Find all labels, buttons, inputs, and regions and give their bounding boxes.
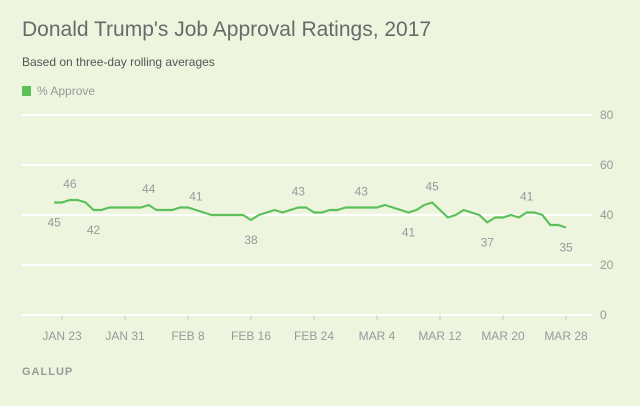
x-tick-label: MAR 12 xyxy=(418,329,462,343)
x-tick-label: MAR 28 xyxy=(544,329,588,343)
data-label: 42 xyxy=(87,223,101,237)
x-tick-label: JAN 31 xyxy=(105,329,145,343)
source-label: GALLUP xyxy=(22,366,74,378)
chart-subtitle: Based on three-day rolling averages xyxy=(22,55,215,69)
y-tick-label: 60 xyxy=(600,158,614,172)
data-label: 41 xyxy=(189,190,203,204)
x-tick-label: FEB 24 xyxy=(294,329,334,343)
data-label: 38 xyxy=(244,233,258,247)
y-tick-label: 20 xyxy=(600,258,614,272)
data-label: 43 xyxy=(355,185,369,199)
x-tick-label: MAR 4 xyxy=(359,329,396,343)
x-tick-label: MAR 20 xyxy=(481,329,525,343)
legend-swatch xyxy=(22,86,31,96)
data-label: 41 xyxy=(520,190,534,204)
chart-title: Donald Trump's Job Approval Ratings, 201… xyxy=(22,18,432,41)
legend: % Approve xyxy=(22,84,95,98)
data-label: 44 xyxy=(142,182,156,196)
x-tick-label: JAN 23 xyxy=(42,329,82,343)
y-tick-label: 80 xyxy=(600,108,614,122)
data-label: 45 xyxy=(47,216,61,230)
y-tick-label: 40 xyxy=(600,208,614,222)
y-tick-label: 0 xyxy=(600,308,607,322)
data-label: 46 xyxy=(63,177,77,191)
x-tick-label: FEB 16 xyxy=(231,329,271,343)
data-label: 41 xyxy=(402,226,416,240)
data-label: 45 xyxy=(425,180,439,194)
x-tick-label: FEB 8 xyxy=(171,329,205,343)
series-line-approve xyxy=(54,198,567,229)
data-label: 35 xyxy=(559,241,573,255)
legend-label: % Approve xyxy=(37,84,96,98)
data-label: 37 xyxy=(481,236,495,250)
data-label: 43 xyxy=(292,185,306,199)
